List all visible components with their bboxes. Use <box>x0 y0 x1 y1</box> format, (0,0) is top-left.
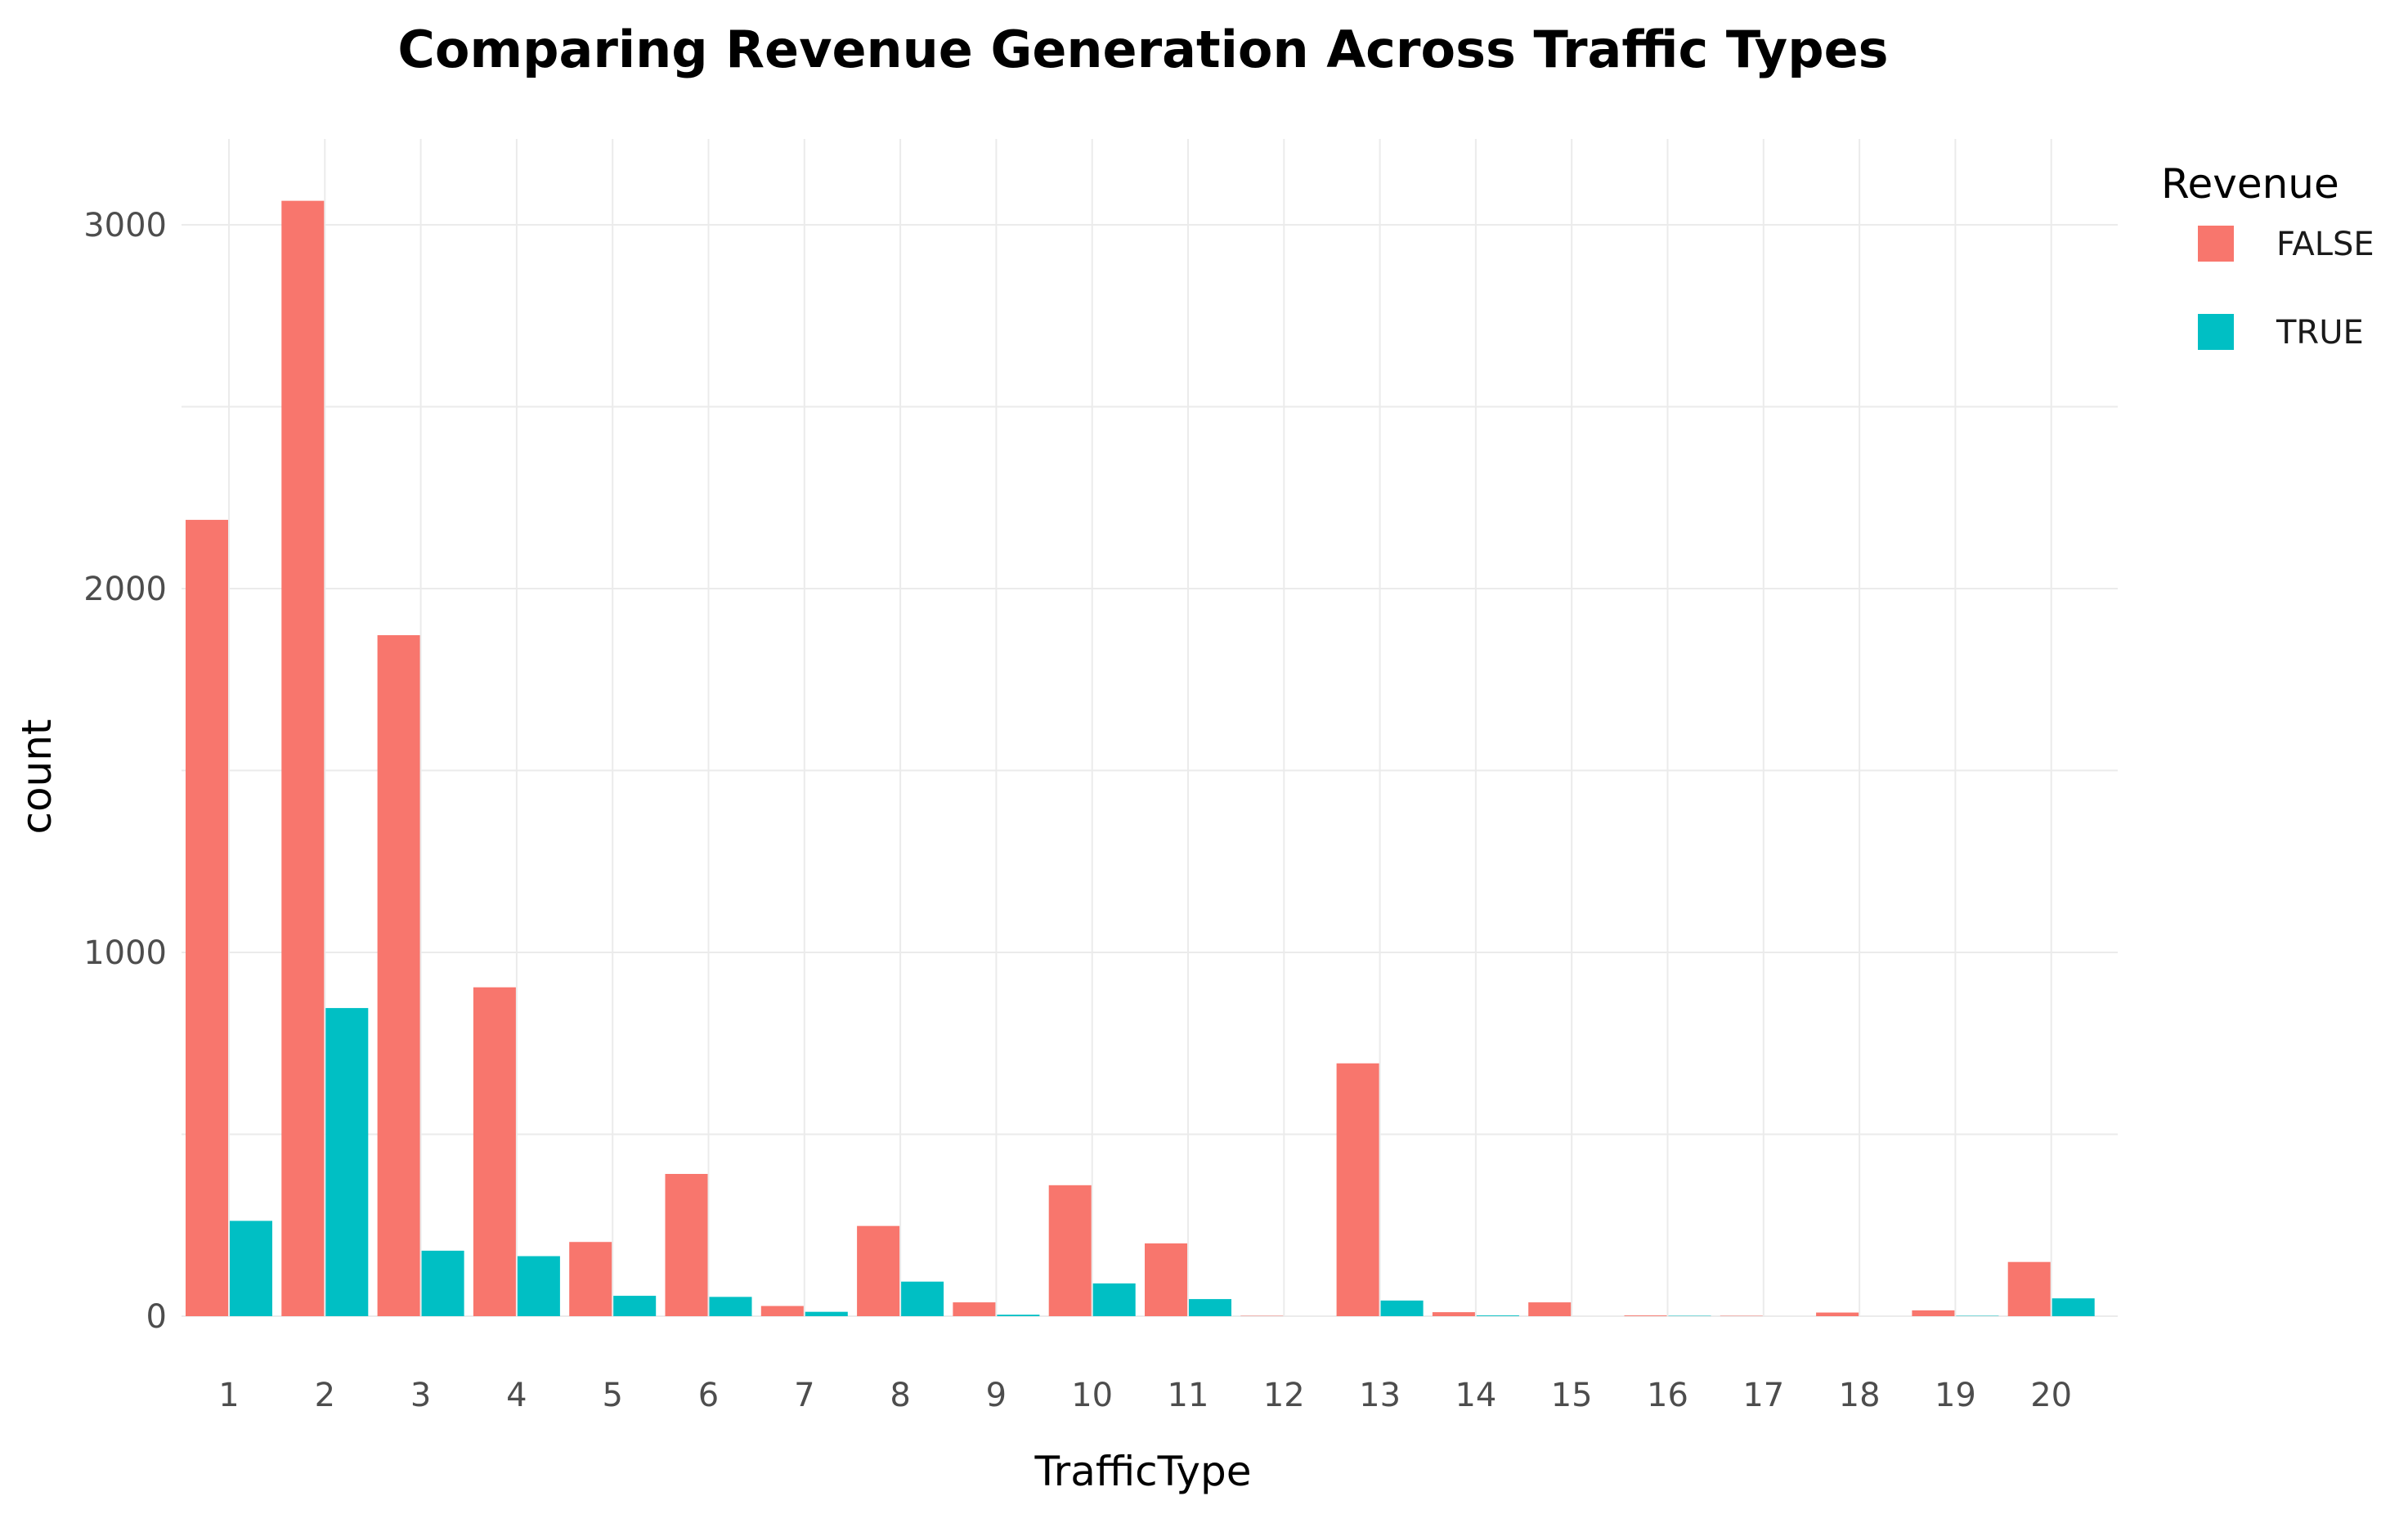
bar-true-2 <box>325 1008 369 1316</box>
bar-true-8 <box>901 1281 944 1316</box>
x-tick-label: 8 <box>890 1377 910 1414</box>
bar-true-20 <box>2052 1298 2095 1316</box>
bar-false-19 <box>1912 1310 1955 1316</box>
bar-false-8 <box>857 1225 900 1316</box>
chart-title: Comparing Revenue Generation Across Traf… <box>397 20 1888 79</box>
bar-false-14 <box>1432 1312 1475 1316</box>
x-tick-label: 6 <box>698 1377 719 1414</box>
x-tick-layer: 1 2 3 4 5 6 7 8 9 10 11 12 13 14 15 16 17 18 19 20 <box>218 1377 2072 1414</box>
x-tick-label: 12 <box>1263 1377 1305 1414</box>
bar-false-20 <box>2007 1261 2051 1316</box>
legend-swatch-true <box>2198 314 2234 350</box>
x-tick-label: 18 <box>1839 1377 1881 1414</box>
bar-false-18 <box>1816 1312 1859 1316</box>
bar-false-9 <box>953 1302 996 1316</box>
x-tick-label: 13 <box>1359 1377 1401 1414</box>
bar-false-1 <box>186 519 228 1316</box>
bar-true-1 <box>230 1221 272 1316</box>
y-tick-label: 2000 <box>83 571 167 608</box>
legend-label-true: TRUE <box>2276 314 2364 352</box>
x-tick-label: 19 <box>1935 1377 1976 1414</box>
legend-title: Revenue <box>2161 160 2339 208</box>
bar-true-13 <box>1380 1300 1424 1316</box>
bar-false-15 <box>1528 1302 1572 1316</box>
x-tick-label: 2 <box>315 1377 335 1414</box>
y-axis-title: count <box>13 719 61 834</box>
legend-label-false: FALSE <box>2276 226 2374 263</box>
bar-false-10 <box>1048 1185 1092 1316</box>
x-tick-label: 10 <box>1071 1377 1113 1414</box>
bar-true-3 <box>421 1250 464 1316</box>
legend-swatch-false <box>2198 226 2234 262</box>
x-tick-label: 3 <box>410 1377 431 1414</box>
y-tick-label: 1000 <box>83 934 167 972</box>
x-tick-label: 15 <box>1551 1377 1593 1414</box>
x-tick-label: 16 <box>1647 1377 1688 1414</box>
x-axis-title: TrafficType <box>1034 1448 1251 1495</box>
x-tick-label: 14 <box>1455 1377 1496 1414</box>
bar-true-11 <box>1189 1299 1231 1316</box>
bar-false-4 <box>473 987 516 1316</box>
bar-true-4 <box>517 1256 560 1316</box>
x-tick-label: 5 <box>602 1377 622 1414</box>
bar-false-6 <box>665 1174 708 1316</box>
x-tick-label: 17 <box>1742 1377 1784 1414</box>
bar-true-6 <box>709 1297 752 1316</box>
x-tick-label: 7 <box>794 1377 814 1414</box>
bar-true-14 <box>1476 1315 1519 1316</box>
bar-false-11 <box>1145 1243 1187 1316</box>
bar-true-9 <box>997 1315 1040 1316</box>
bar-true-10 <box>1092 1283 1136 1316</box>
y-tick-label: 0 <box>146 1298 167 1336</box>
y-tick-label: 3000 <box>83 207 167 244</box>
x-tick-label: 1 <box>218 1377 239 1414</box>
legend: Revenue FALSE TRUE <box>2161 160 2374 352</box>
y-tick-layer: 0 1000 2000 3000 <box>83 207 167 1336</box>
x-tick-label: 4 <box>506 1377 527 1414</box>
grid-layer <box>182 139 2118 1317</box>
bar-false-3 <box>377 634 420 1316</box>
bar-false-16 <box>1624 1315 1667 1316</box>
x-tick-label: 9 <box>986 1377 1007 1414</box>
x-tick-label: 20 <box>2030 1377 2072 1414</box>
bar-false-7 <box>760 1306 804 1316</box>
bar-false-5 <box>569 1242 612 1316</box>
bars-layer <box>186 200 2095 1316</box>
bar-false-2 <box>281 200 325 1316</box>
x-tick-label: 11 <box>1168 1377 1209 1414</box>
bar-false-13 <box>1336 1063 1379 1316</box>
bar-true-5 <box>613 1296 657 1316</box>
bar-true-7 <box>805 1311 848 1316</box>
